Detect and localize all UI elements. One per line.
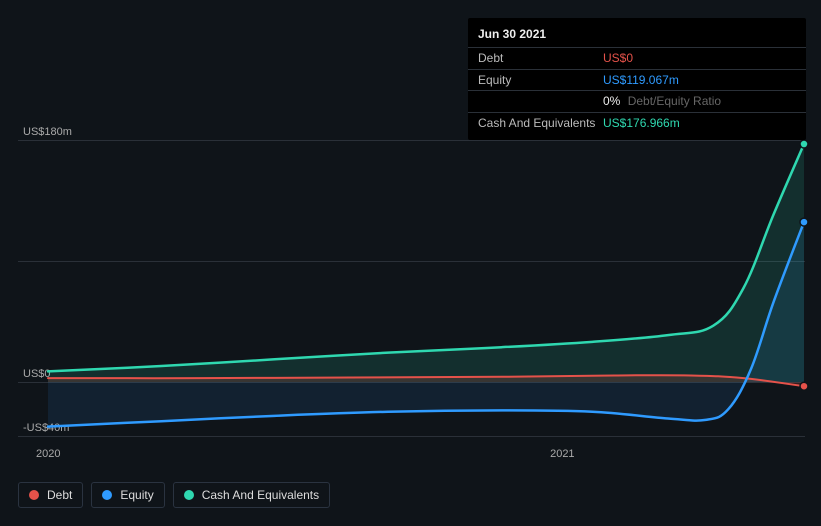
legend-label: Equity bbox=[120, 488, 153, 502]
chart-plot bbox=[48, 140, 804, 436]
y-axis-label: US$180m bbox=[23, 126, 72, 138]
tooltip-value-equity: US$119.067m bbox=[603, 72, 679, 89]
legend-swatch-icon bbox=[102, 490, 112, 500]
tooltip-date: Jun 30 2021 bbox=[468, 24, 806, 47]
tooltip-row-debt: Debt US$0 bbox=[468, 47, 806, 69]
legend-item-debt[interactable]: Debt bbox=[18, 482, 83, 508]
gridline bbox=[18, 436, 805, 437]
cash-area bbox=[48, 144, 804, 382]
tooltip-row-equity: Equity US$119.067m bbox=[468, 69, 806, 91]
equity-area bbox=[48, 222, 804, 427]
tooltip-row-cash: Cash And Equivalents US$176.966m bbox=[468, 112, 806, 134]
tooltip-label-equity: Equity bbox=[478, 72, 603, 89]
legend: Debt Equity Cash And Equivalents bbox=[18, 482, 330, 508]
tooltip-value-debt: US$0 bbox=[603, 50, 633, 67]
legend-item-equity[interactable]: Equity bbox=[91, 482, 164, 508]
tooltip-label-cash: Cash And Equivalents bbox=[478, 115, 603, 132]
debt-end-marker bbox=[800, 382, 808, 390]
chart-container: US$180mUS$0-US$40m20202021 Jun 30 2021 D… bbox=[0, 0, 821, 526]
tooltip-label-ratio bbox=[478, 93, 603, 110]
tooltip-value-cash: US$176.966m bbox=[603, 115, 680, 132]
tooltip-value-ratio: 0% Debt/Equity Ratio bbox=[603, 93, 721, 110]
legend-label: Cash And Equivalents bbox=[202, 488, 319, 502]
x-axis-label: 2021 bbox=[550, 448, 574, 460]
y-axis-label: US$0 bbox=[23, 368, 51, 380]
legend-swatch-icon bbox=[29, 490, 39, 500]
tooltip-row-ratio: 0% Debt/Equity Ratio bbox=[468, 90, 806, 112]
x-axis-label: 2020 bbox=[36, 448, 60, 460]
cash-end-marker bbox=[800, 140, 808, 148]
equity-end-marker bbox=[800, 218, 808, 226]
legend-swatch-icon bbox=[184, 490, 194, 500]
data-tooltip: Jun 30 2021 Debt US$0 Equity US$119.067m… bbox=[468, 18, 806, 140]
tooltip-label-debt: Debt bbox=[478, 50, 603, 67]
legend-item-cash[interactable]: Cash And Equivalents bbox=[173, 482, 330, 508]
tooltip-ratio-suffix: Debt/Equity Ratio bbox=[628, 94, 721, 108]
legend-label: Debt bbox=[47, 488, 72, 502]
tooltip-ratio-pct: 0% bbox=[603, 94, 620, 108]
